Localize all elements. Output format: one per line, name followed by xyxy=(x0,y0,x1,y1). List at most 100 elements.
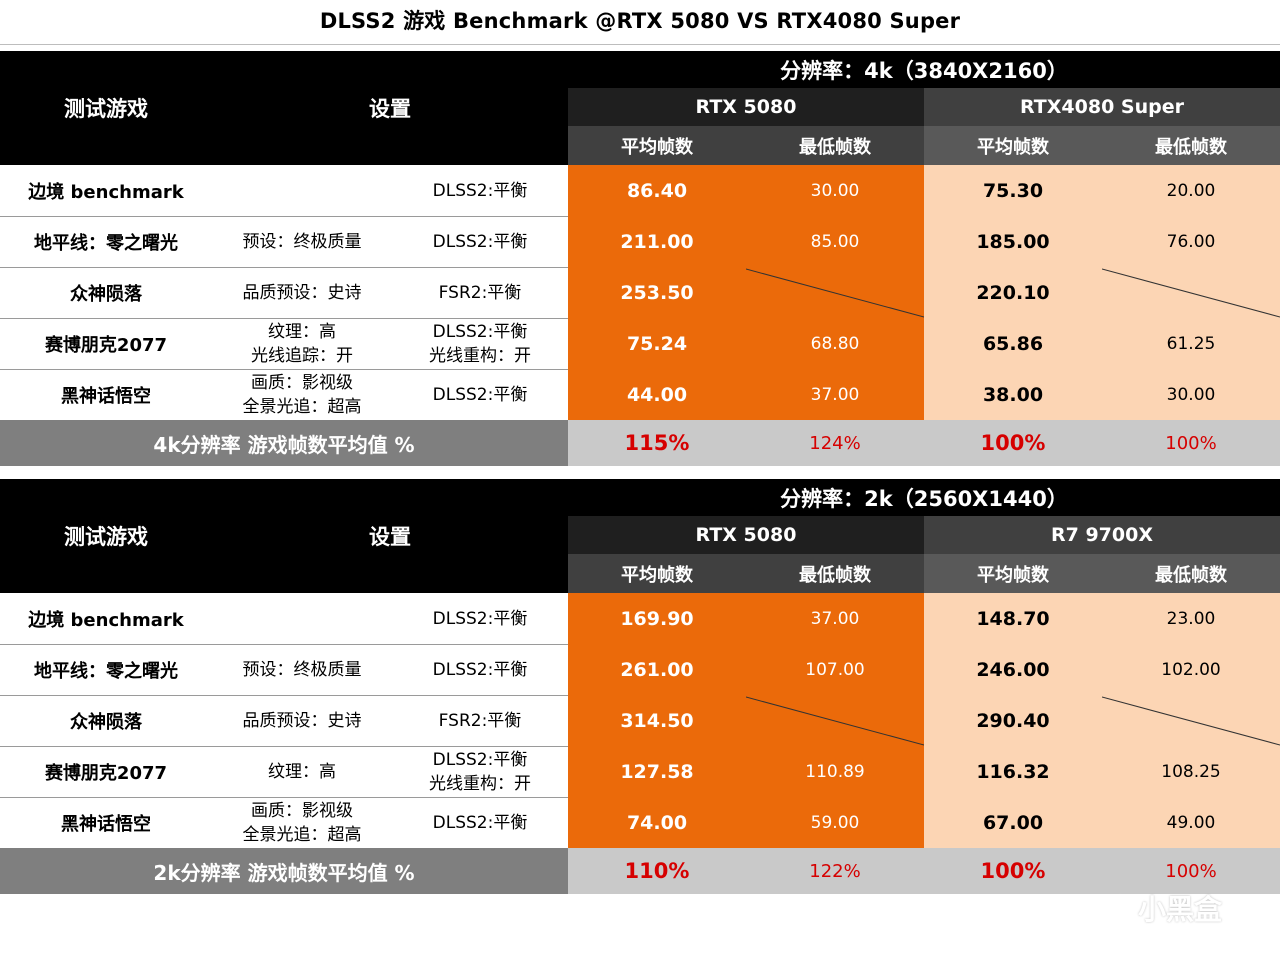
upscale-line-1: DLSS2:平衡 xyxy=(432,180,528,201)
game-name: 赛博朋克2077 xyxy=(44,334,168,356)
gpu-b-avg-value: 246.00 xyxy=(924,644,1102,695)
gpu-a-avg-value: 314.50 xyxy=(568,695,746,746)
gpu-a-avg-value: 44.00 xyxy=(568,369,746,420)
upscale-line-1: DLSS2:平衡 xyxy=(432,659,528,680)
empty-cell-diagonal xyxy=(746,268,924,318)
gpu-b-avg-value: 75.30 xyxy=(924,165,1102,216)
row-divider xyxy=(0,695,568,696)
gpu-b-avg-value: 67.00 xyxy=(924,797,1102,848)
preset-line-1: 纹理：高 xyxy=(268,321,336,342)
resolution-header: 分辨率：4k（3840X2160） xyxy=(568,51,1280,88)
gpu-b-avg-value: 38.00 xyxy=(924,369,1102,420)
gpu-a-header: RTX 5080 xyxy=(568,88,924,126)
resolution-header: 分辨率：2k（2560X1440） xyxy=(568,479,1280,516)
row-divider xyxy=(0,318,568,319)
gpu-a-avg-value: 127.58 xyxy=(568,746,746,797)
upscale-setting: DLSS2:平衡 光线重构：开 xyxy=(392,318,568,369)
game-name: 赛博朋克2077 xyxy=(44,762,168,784)
gpu-b-avg-header: 平均帧数 xyxy=(924,126,1102,165)
gpu-b-avg-value: 185.00 xyxy=(924,216,1102,267)
game-name: 地平线：零之曙光 xyxy=(34,660,178,682)
preset-setting: 品质预设：史诗 xyxy=(212,267,392,318)
gpu-a-avg-header: 平均帧数 xyxy=(568,554,746,593)
gpu-b-min-value: 108.25 xyxy=(1102,746,1280,797)
preset-setting: 画质：影视级 全景光追：超高 xyxy=(212,797,392,848)
upscale-setting: DLSS2:平衡 xyxy=(392,593,568,644)
gpu-b-min-pct: 100% xyxy=(1102,848,1280,894)
preset-line-1: 预设：终极质量 xyxy=(242,231,362,252)
row-divider xyxy=(0,369,568,370)
upscale-line-2: 光线重构：开 xyxy=(429,345,531,366)
gpu-b-min-header: 最低帧数 xyxy=(1102,126,1280,165)
gpu-a-avg-value: 75.24 xyxy=(568,318,746,369)
gpu-a-min-value: 68.80 xyxy=(746,318,924,369)
gpu-a-min-value: 59.00 xyxy=(746,797,924,848)
table-4k: 分辨率：4k（3840X2160） 测试游戏 设置 RTX 5080 RTX4080 S… xyxy=(0,51,1280,466)
gpu-b-min-value: 30.00 xyxy=(1102,369,1280,420)
row-divider xyxy=(0,216,568,217)
upscale-line-1: DLSS2:平衡 xyxy=(432,384,528,405)
gpu-a-min-value: 37.00 xyxy=(746,593,924,644)
upscale-setting: DLSS2:平衡 xyxy=(392,797,568,848)
title-divider xyxy=(0,44,1280,45)
upscale-line-1: DLSS2:平衡 xyxy=(432,321,528,342)
gpu-a-min-header: 最低帧数 xyxy=(746,126,924,165)
gpu-a-min-value: 85.00 xyxy=(746,216,924,267)
gpu-b-avg-value: 220.10 xyxy=(924,267,1102,318)
gpu-a-avg-header: 平均帧数 xyxy=(568,126,746,165)
preset-line-1: 品质预设：史诗 xyxy=(242,710,362,731)
preset-setting: 预设：终极质量 xyxy=(212,644,392,695)
preset-setting: 品质预设：史诗 xyxy=(212,695,392,746)
gpu-b-avg-pct: 100% xyxy=(924,420,1102,466)
gpu-a-min-value: 107.00 xyxy=(746,644,924,695)
gpu-b-avg-value: 290.40 xyxy=(924,695,1102,746)
upscale-line-2: 光线重构：开 xyxy=(429,773,531,794)
gpu-a-min-value: 30.00 xyxy=(746,165,924,216)
upscale-setting: DLSS2:平衡 xyxy=(392,165,568,216)
preset-line-2: 全景光追：超高 xyxy=(242,824,362,845)
gpu-a-avg-value: 169.90 xyxy=(568,593,746,644)
upscale-setting: FSR2:平衡 xyxy=(392,695,568,746)
gpu-b-min-header: 最低帧数 xyxy=(1102,554,1280,593)
upscale-line-1: DLSS2:平衡 xyxy=(432,749,528,770)
gpu-a-min-value: 37.00 xyxy=(746,369,924,420)
preset-setting xyxy=(212,165,392,216)
game-name: 边境 benchmark xyxy=(28,181,184,203)
summary-label: 4k分辨率 游戏帧数平均值 % xyxy=(0,420,568,466)
watermark: 小黑盒 xyxy=(1098,884,1258,932)
upscale-line-1: DLSS2:平衡 xyxy=(432,608,528,629)
upscale-setting: DLSS2:平衡 xyxy=(392,369,568,420)
preset-line-2: 全景光追：超高 xyxy=(242,396,362,417)
gpu-a-min-pct: 124% xyxy=(746,420,924,466)
game-name: 边境 benchmark xyxy=(28,609,184,631)
gpu-a-avg-value: 74.00 xyxy=(568,797,746,848)
gpu-b-avg-value: 148.70 xyxy=(924,593,1102,644)
preset-line-2: 光线追踪：开 xyxy=(251,345,353,366)
col-header-settings: 设置 xyxy=(369,97,411,121)
gpu-a-min-pct: 122% xyxy=(746,848,924,894)
preset-setting: 预设：终极质量 xyxy=(212,216,392,267)
gpu-b-avg-value: 116.32 xyxy=(924,746,1102,797)
gpu-b-header: R7 9700X xyxy=(924,516,1280,554)
game-name: 地平线：零之曙光 xyxy=(34,232,178,254)
gpu-a-avg-pct: 115% xyxy=(568,420,746,466)
row-divider xyxy=(0,644,568,645)
game-name: 黑神话悟空 xyxy=(61,813,151,835)
preset-setting xyxy=(212,593,392,644)
game-name: 黑神话悟空 xyxy=(61,385,151,407)
page-title: DLSS2 游戏 Benchmark @RTX 5080 VS RTX4080 … xyxy=(319,9,961,33)
gpu-b-min-value: 23.00 xyxy=(1102,593,1280,644)
upscale-setting: DLSS2:平衡 xyxy=(392,216,568,267)
col-header-game: 测试游戏 xyxy=(64,97,148,121)
preset-line-1: 画质：影视级 xyxy=(251,800,353,821)
gpu-b-min-pct: 100% xyxy=(1102,420,1280,466)
header-left-block xyxy=(0,479,568,593)
gpu-b-avg-pct: 100% xyxy=(924,848,1102,894)
empty-cell-diagonal xyxy=(1102,268,1280,318)
gpu-a-min-value: 110.89 xyxy=(746,746,924,797)
game-name: 众神陨落 xyxy=(70,283,142,305)
gpu-a-avg-value: 86.40 xyxy=(568,165,746,216)
preset-setting: 画质：影视级 全景光追：超高 xyxy=(212,369,392,420)
gpu-a-avg-pct: 110% xyxy=(568,848,746,894)
upscale-setting: FSR2:平衡 xyxy=(392,267,568,318)
